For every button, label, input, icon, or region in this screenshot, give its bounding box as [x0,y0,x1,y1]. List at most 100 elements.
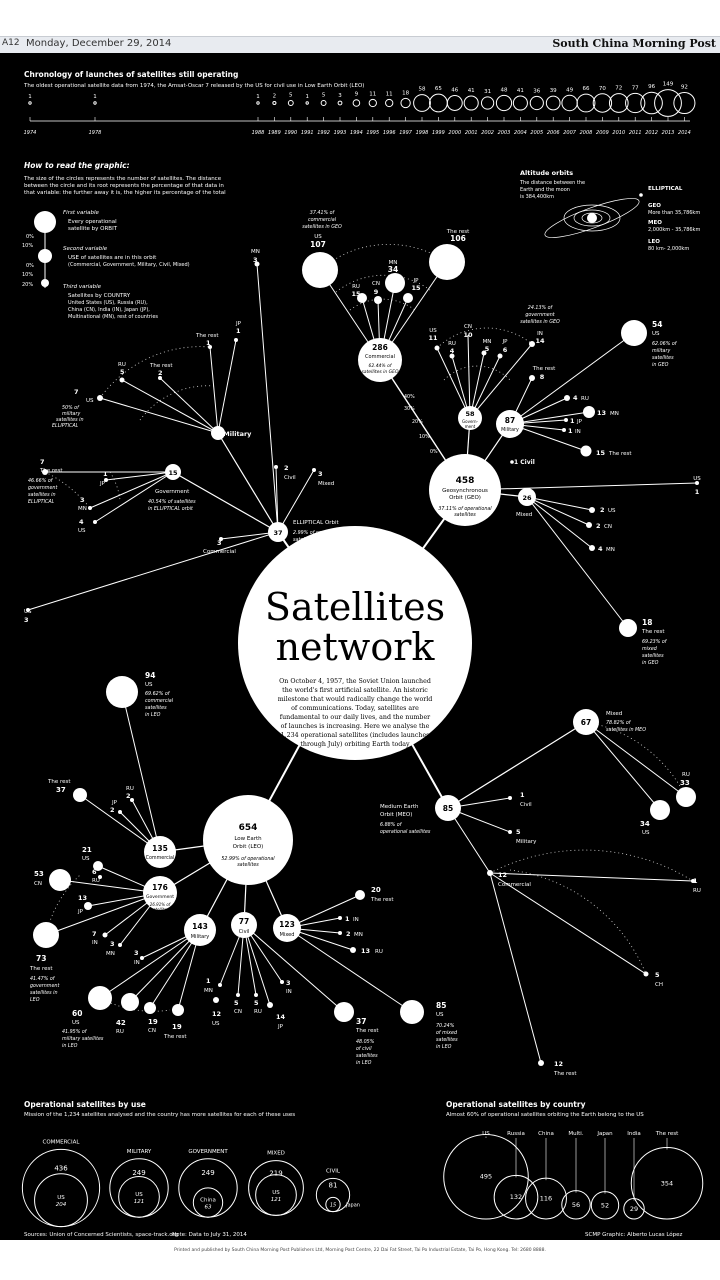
node-count: 12 [554,1060,563,1068]
year-label: 2013 [662,130,675,136]
svg-text:3: 3 [134,949,139,957]
svg-text:5: 5 [120,368,125,376]
node-label: ELLIPTICAL Orbit [293,520,340,526]
node-count: 286 [372,343,388,352]
node-pct: military satellites [62,1036,104,1042]
legend-pct: 10% [22,272,33,278]
node-count: 176 [152,883,168,892]
year-circle [352,99,361,107]
node-label: Commercial [365,354,395,360]
use-label: MILITARY [127,1149,152,1155]
use-circles: COMMERCIAL436US204MILITARY249US121GOVERN… [21,1139,360,1228]
node-count: 26 [522,494,532,502]
svg-text:5: 5 [254,999,259,1007]
svg-text:RU: RU [254,1009,262,1015]
howto-text: that variable: the further away it is, t… [24,190,226,196]
year-circle [272,100,277,106]
node-count: 15 [411,284,421,292]
year-count: 3 [338,93,342,99]
geo-node [429,454,501,526]
altitude-desc: is 384,400km [520,194,554,200]
leo-node [203,795,293,885]
node-count: 67 [581,718,591,727]
section-subtitle: Almost 60% of operational satellites orb… [446,1112,644,1118]
year-count: 39 [550,88,557,94]
country-value: 56 [572,1201,580,1209]
leo-military-node [184,914,216,946]
use-total: 436 [54,1165,68,1173]
node-pct: of civil [356,1046,372,1052]
node-pct: of mixed [436,1030,458,1036]
node-pct: commercial [308,217,337,223]
legend-pct: 10% [22,243,33,249]
year-label: 2008 [580,130,593,136]
node-count: 3 [217,539,222,547]
svg-text:US: US [24,609,32,615]
chronology-circles: 1 1974 1 1978 1 1988 2 1989 5 1990 1 1991 5 1992 3 1993… [24,82,696,136]
section-title: Operational satellites by country [446,1100,586,1109]
node-pct: 37.41% of [310,210,336,216]
geo-commercial-ru-node [357,293,367,303]
svg-text:JP: JP [277,1024,284,1030]
intro-text: 1,234 operational satellites (includes l… [281,732,430,739]
node-label: 14 Military [212,430,252,438]
node-pct: 2.99% of operational [293,530,344,536]
year-circle [561,94,578,112]
legend-label: Multinational (MN), rest of countries [68,314,158,320]
legend-label: Third variable [63,284,102,290]
sources: Sources: Union of Concerned Scientists, … [24,1232,178,1238]
svg-text:6: 6 [503,346,508,354]
meo-cluster: 85 Medium Earth Orbit (MEO) 6.88% of ope… [380,709,701,1077]
year-count: 66 [583,86,590,92]
node-pct: 26.91% of [150,902,171,907]
main-title: Satellites [265,585,445,629]
earth-icon [587,213,597,223]
note: Note: Data to July 31, 2014 [172,1232,247,1238]
node-count: 654 [239,823,258,833]
node-pct: 62.06% of [652,341,678,347]
svg-text:2: 2 [158,369,163,377]
svg-text:RU: RU [448,341,456,347]
elliptical-government-node [165,464,181,480]
node-pct: in LEO [436,1044,452,1050]
node-count: 60 [72,1009,82,1018]
use-label: MIXED [267,1151,285,1157]
svg-text:The rest: The rest [355,1028,379,1034]
section-subtitle: Mission of the 1,234 satellites analysed… [24,1112,295,1118]
use-total: 81 [329,1182,338,1190]
center-circle [238,526,472,760]
page-number: A12 [2,38,20,48]
use-country-count: 15 [330,1202,336,1208]
year-label: 2000 [448,130,461,136]
node-pct: military [62,411,80,417]
year-count: 1 [256,94,260,100]
legend-label: China (CN), India (IN), Japan (JP), [68,307,150,313]
svg-text:The rest: The rest [608,451,632,457]
node-pct: 70.24% [436,1023,455,1029]
year-circle [640,91,663,115]
year-label: 2014 [678,130,691,136]
svg-text:13: 13 [361,947,370,955]
year-circle [625,92,646,114]
year-circle [413,94,431,112]
svg-text:RU: RU [116,1029,124,1035]
svg-text:1: 1 [693,877,698,885]
leo-civil-node [231,912,257,938]
legend-label: Satellites by COUNTRY [68,293,131,299]
svg-text:US: US [693,476,701,482]
svg-text:RU: RU [682,772,690,778]
node-label: The rest [446,229,470,235]
svg-text:40%: 40% [404,394,415,400]
intro-text: of communications. Today, satellites are [291,705,419,712]
year-circle [512,95,528,111]
year-label: 2004 [514,130,527,136]
node-count: 15 [168,469,178,477]
year-label: 1998 [416,130,429,136]
node-pct: 24.13% of [528,305,554,311]
imprint: Printed and published by South China Mor… [174,1248,546,1253]
node-label: Mixed [318,481,334,487]
svg-text:The rest: The rest [163,1034,187,1040]
use-total-circle [109,1158,169,1218]
use-total: 219 [269,1170,282,1178]
svg-text:JP: JP [77,909,84,915]
